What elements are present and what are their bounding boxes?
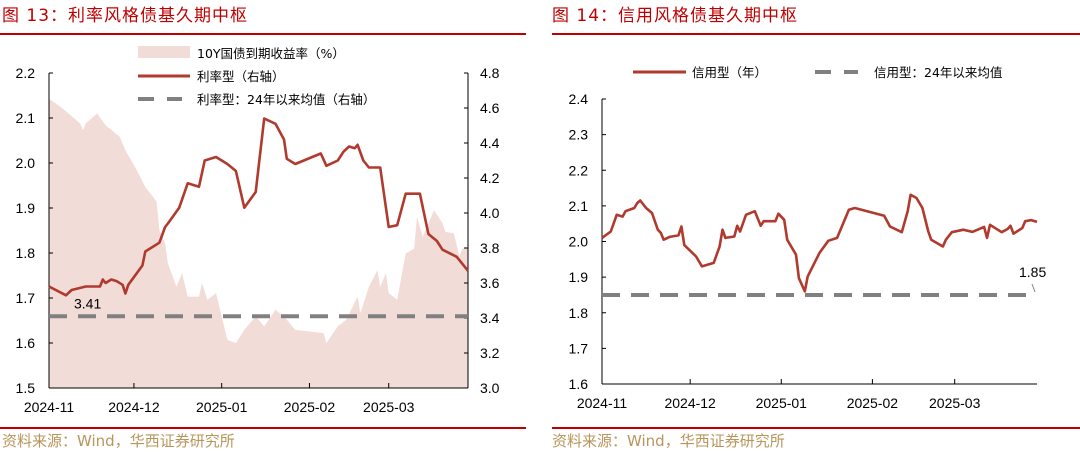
title-rule-left xyxy=(0,33,526,35)
y-tick-label-left: 1.9 xyxy=(569,269,589,285)
x-tick-label: 2025-03 xyxy=(363,399,415,415)
x-tick-label: 2024-11 xyxy=(577,395,628,411)
area-10y-yield xyxy=(49,98,468,388)
y-tick-label-left: 2.4 xyxy=(569,91,589,107)
x-tick-label: 2025-03 xyxy=(929,395,981,411)
figure-14-source: 资料来源：Wind，华西证券研究所 xyxy=(552,432,785,450)
y-tick-label-left: 1.7 xyxy=(16,290,36,306)
y-tick-label-right: 3.0 xyxy=(480,380,500,396)
y-tick-label-right: 4.4 xyxy=(480,135,500,151)
x-tick-label: 2025-02 xyxy=(284,399,336,415)
figure-14-title: 图 14：信用风格债基久期中枢 xyxy=(552,6,799,26)
source-rule-left xyxy=(0,427,526,429)
y-tick-label-right: 4.6 xyxy=(480,100,500,116)
y-tick-label-right: 4.8 xyxy=(480,65,500,81)
y-tick-label-left: 2.3 xyxy=(569,127,589,143)
y-tick-label-left: 1.9 xyxy=(16,200,36,216)
y-tick-label-left: 1.6 xyxy=(16,335,36,351)
y-tick-label-left: 2.1 xyxy=(569,198,589,214)
legend-swatch-area xyxy=(138,46,190,58)
legend-label-line: 信用型（年） xyxy=(692,65,767,80)
y-tick-label-left: 1.8 xyxy=(16,245,36,261)
y-tick-label-right: 4.0 xyxy=(480,205,500,221)
x-tick-label: 2024-12 xyxy=(664,395,716,411)
legend-label-dashed: 利率型：24年以来均值（右轴） xyxy=(197,92,375,107)
y-tick-label-left: 2.0 xyxy=(16,155,36,171)
figure-13-title: 图 13：利率风格债基久期中枢 xyxy=(2,6,249,26)
y-tick-label-left: 2.1 xyxy=(16,110,36,126)
source-rule-right xyxy=(552,427,1080,429)
figure-13-source: 资料来源：Wind，华西证券研究所 xyxy=(2,432,235,450)
y-tick-label-left: 1.5 xyxy=(16,380,36,396)
y-tick-label-right: 4.2 xyxy=(480,170,500,186)
y-tick-label-right: 3.2 xyxy=(480,345,500,361)
y-tick-label-left: 2.0 xyxy=(569,234,589,250)
line-rate-duration xyxy=(48,117,470,297)
y-tick-label-right: 3.4 xyxy=(480,310,500,326)
y-tick-label-right: 3.8 xyxy=(480,240,500,256)
legend-label-area: 10Y国债到期收益率（%） xyxy=(197,46,345,61)
y-tick-label-left: 1.8 xyxy=(569,305,589,321)
y-tick-label-right: 3.6 xyxy=(480,275,500,291)
avg-label-rate: 3.41 xyxy=(74,295,101,311)
title-rule-right xyxy=(552,33,1080,35)
y-tick-label-left: 1.6 xyxy=(569,376,589,392)
avg-label-credit: 1.85 xyxy=(1019,264,1046,280)
x-tick-label: 2024-12 xyxy=(108,399,160,415)
legend-label-line: 利率型（右轴） xyxy=(197,69,285,84)
x-tick-label: 2025-01 xyxy=(196,399,248,415)
y-tick-label-left: 2.2 xyxy=(16,65,36,81)
avg-label-leader xyxy=(1031,283,1036,293)
x-tick-label: 2025-02 xyxy=(847,395,899,411)
y-tick-label-left: 1.7 xyxy=(569,340,589,356)
x-tick-label: 2024-11 xyxy=(24,399,75,415)
line-credit-duration xyxy=(601,193,1038,293)
y-tick-label-left: 2.2 xyxy=(569,162,589,178)
legend-label-dashed: 信用型：24年以来均值 xyxy=(874,65,1002,80)
x-tick-label: 2025-01 xyxy=(756,395,808,411)
